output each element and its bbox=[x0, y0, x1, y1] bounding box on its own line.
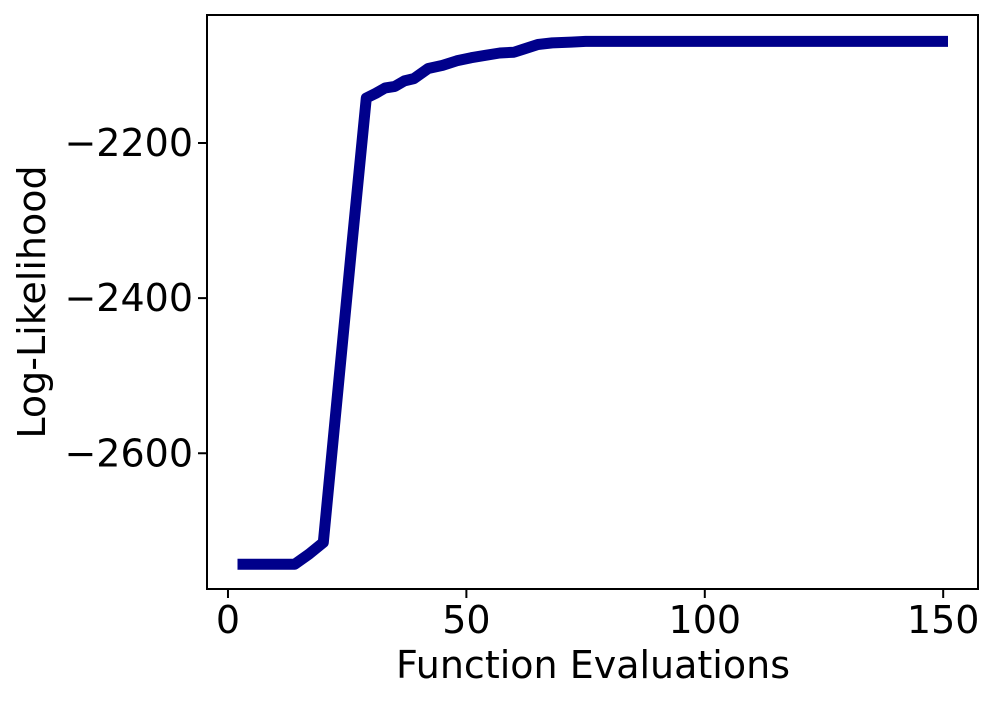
y-tick-label: −2600 bbox=[64, 431, 193, 475]
y-tick-label: −2200 bbox=[64, 121, 193, 165]
y-axis-label: Log-Likelihood bbox=[10, 165, 54, 438]
plot-area bbox=[206, 14, 979, 590]
y-tick-label: −2400 bbox=[64, 276, 193, 320]
x-tick-label: 100 bbox=[669, 598, 742, 642]
y-axis-ticks: −2200 −2400 −2600 bbox=[64, 121, 207, 475]
x-tick-label: 150 bbox=[907, 598, 980, 642]
x-axis-label: Function Evaluations bbox=[396, 643, 790, 687]
x-tick-label: 0 bbox=[216, 598, 240, 642]
x-tick-label: 50 bbox=[442, 598, 490, 642]
log-likelihood-optimization-trace-line bbox=[237, 35, 948, 570]
x-axis-ticks: 0 50 100 150 bbox=[216, 589, 980, 642]
series-group bbox=[237, 35, 948, 570]
